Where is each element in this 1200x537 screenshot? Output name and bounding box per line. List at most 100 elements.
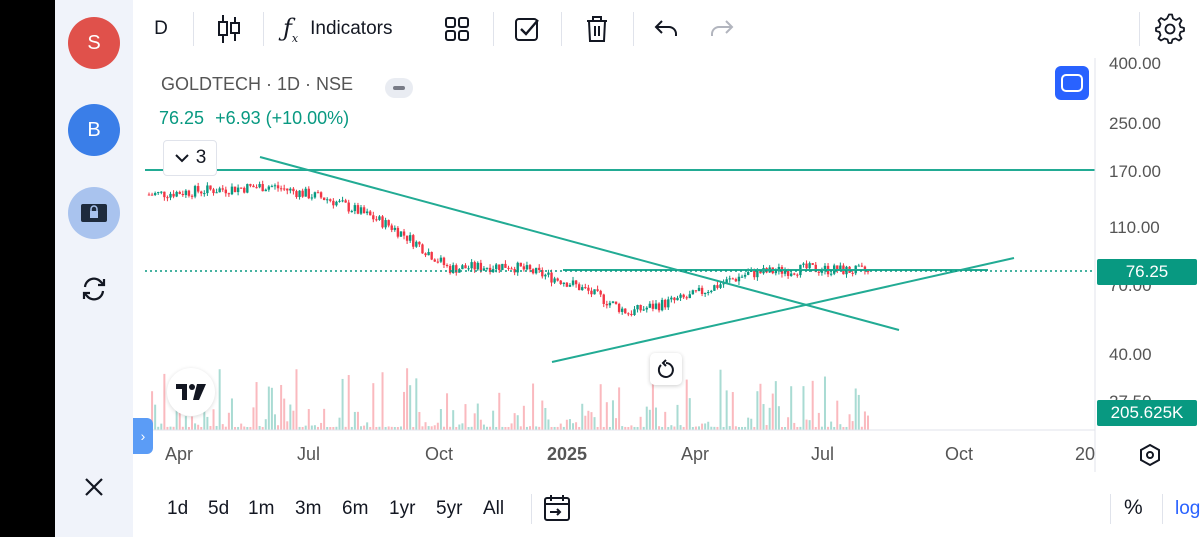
range-button-1yr[interactable]: 1yr [389, 498, 416, 519]
candle-body [252, 185, 255, 188]
tradingview-logo[interactable] [167, 368, 215, 416]
interval-button[interactable]: D [151, 12, 171, 46]
range-button-5yr[interactable]: 5yr [436, 498, 463, 519]
sync-icon [82, 277, 106, 301]
indicators-collapse-button[interactable]: 3 [163, 140, 217, 176]
avatar-s-button[interactable]: S [68, 17, 120, 69]
range-button-5d[interactable]: 5d [208, 498, 230, 519]
candle-body [313, 192, 317, 198]
candle-body [335, 201, 338, 206]
volume-bar [332, 426, 335, 430]
volume-bar [191, 416, 194, 430]
candle-body [289, 188, 292, 191]
range-button-1d[interactable]: 1d [167, 498, 189, 519]
volume-bar [716, 426, 719, 430]
date-range-button[interactable] [541, 492, 573, 524]
candle-body [375, 219, 378, 221]
candle-body [863, 266, 867, 272]
candle-body [279, 188, 283, 190]
symbol-title[interactable]: GOLDTECH · 1D · NSE [161, 74, 354, 94]
candle-body [184, 190, 188, 196]
log-label: log [1175, 498, 1200, 519]
volume-bar [166, 426, 169, 430]
volume-bar [519, 426, 522, 430]
volume-bar [685, 379, 688, 430]
axis-settings-button[interactable] [1135, 440, 1165, 470]
volume-bar [464, 404, 467, 430]
range-button-6m[interactable]: 6m [342, 498, 369, 519]
volume-bar [565, 419, 568, 430]
volume-bar [529, 426, 532, 430]
candle-body [587, 287, 590, 291]
volume-bar [501, 426, 504, 430]
volume-bar [335, 426, 338, 430]
descending-trend-line[interactable] [259, 156, 900, 331]
volume-bar [845, 426, 848, 430]
candle-body [495, 264, 498, 270]
candle-body [405, 235, 409, 241]
lock-screen-icon [81, 204, 107, 222]
volume-bar [442, 426, 445, 430]
function-icon: ƒx [283, 13, 299, 45]
ascending-trend-line[interactable] [551, 257, 1015, 363]
volume-bar [436, 422, 439, 430]
expand-panel-handle[interactable]: › [133, 418, 153, 454]
volume-bar [427, 426, 430, 430]
settings-button[interactable] [1153, 12, 1187, 46]
candle-body [270, 186, 274, 188]
volume-bar [267, 386, 270, 430]
chart-type-button[interactable] [213, 12, 245, 46]
sync-button[interactable] [68, 263, 120, 315]
fullscreen-button[interactable] [1055, 66, 1089, 100]
delete-button[interactable] [581, 12, 613, 46]
range-button-3m[interactable]: 3m [295, 498, 322, 519]
volume-bar [698, 426, 701, 430]
undo-button[interactable] [651, 12, 681, 46]
percent-scale-button[interactable]: % [1124, 496, 1143, 520]
volume-bar [768, 407, 771, 430]
price-tick-label: 250.00 [1109, 114, 1161, 133]
volume-bar [642, 426, 645, 430]
lock-toggle-button[interactable] [68, 187, 120, 239]
candle-body [562, 282, 566, 284]
volume-bar [209, 426, 212, 430]
candle-body [326, 199, 329, 201]
candle-body [236, 187, 240, 193]
legend-menu-button[interactable] [385, 78, 413, 98]
candle-body [415, 241, 418, 247]
candle-body [175, 191, 178, 197]
candle-body [319, 192, 323, 198]
alert-button[interactable] [511, 12, 543, 46]
candle-body [190, 195, 194, 197]
chart-area[interactable]: GOLDTECH · 1D · NSE 76.25 +6.93 (+10.00%… [133, 54, 1200, 472]
avatar-b-button[interactable]: B [68, 104, 120, 156]
candle-body [255, 187, 258, 189]
volume-bar [670, 425, 673, 430]
close-button[interactable] [77, 470, 111, 504]
log-scale-button[interactable]: log [1175, 498, 1200, 520]
layout-button[interactable] [441, 12, 473, 46]
candle-body [802, 263, 805, 265]
volume-bar [694, 426, 697, 430]
candle-body [249, 184, 252, 186]
chart-canvas[interactable] [133, 58, 1200, 472]
redo-button[interactable] [707, 12, 737, 46]
volume-bar [329, 426, 332, 430]
candle-body [412, 235, 415, 247]
price-tick-label: 400.00 [1109, 54, 1161, 73]
indicators-button[interactable]: ƒx Indicators [283, 12, 423, 46]
candle-body [427, 252, 430, 256]
reset-chart-button[interactable] [650, 353, 682, 385]
candle-body [295, 191, 298, 198]
volume-bar [375, 426, 378, 430]
volume-bar [304, 425, 307, 430]
range-button-All[interactable]: All [483, 498, 505, 519]
candle-body [620, 308, 624, 312]
candle-body [823, 265, 827, 271]
volume-bar [393, 426, 396, 430]
candle-body [679, 294, 682, 298]
candle-body [436, 261, 440, 263]
volume-bar [350, 426, 353, 430]
volume-bar [316, 426, 319, 430]
range-button-1m[interactable]: 1m [248, 498, 275, 519]
